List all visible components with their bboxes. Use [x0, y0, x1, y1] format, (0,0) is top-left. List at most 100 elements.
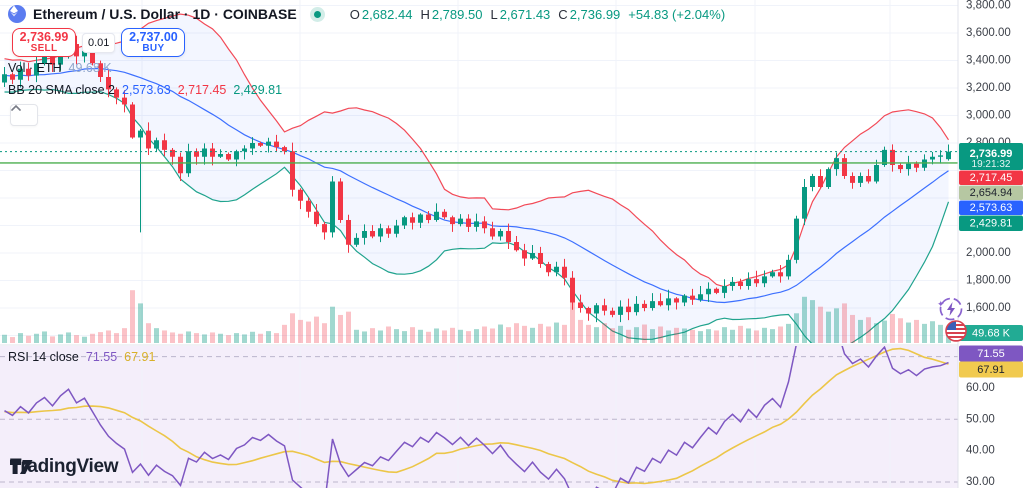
volume-bar — [314, 316, 319, 343]
volume-legend[interactable]: Vol · ETH 49.68 K — [8, 61, 112, 75]
low-value: 2,671.43 — [499, 6, 551, 22]
bb-basis-value: 2,573.63 — [122, 83, 171, 97]
buy-button[interactable]: 2,737.00 BUY — [121, 28, 186, 57]
tradingview-logo-text: TradingView — [10, 456, 119, 477]
candle-body — [338, 181, 343, 220]
candle-body — [650, 301, 655, 308]
volume-bar — [938, 324, 943, 343]
candle-body — [682, 295, 687, 303]
volume-bar — [826, 311, 831, 343]
volume-bar — [274, 333, 279, 343]
volume-bar — [290, 313, 295, 343]
rsi-ma-axis-label — [959, 361, 1023, 378]
candle-body — [826, 169, 831, 187]
candle-body — [506, 231, 511, 242]
candle-body — [378, 228, 383, 237]
candle-body — [90, 50, 95, 64]
candle-body — [282, 147, 287, 152]
volume-legend-value: 49.68 K — [68, 61, 112, 75]
candle-body — [266, 141, 271, 146]
rsi-legend[interactable]: RSI 14 close 71.55 67.91 — [8, 350, 155, 364]
volume-bar — [490, 328, 495, 343]
volume-bar — [410, 327, 415, 343]
rsi-legend-value: 71.55 — [85, 350, 118, 364]
candle-body — [410, 217, 415, 223]
spread-value: 0.01 — [82, 32, 116, 53]
rsi-pane-background — [0, 346, 958, 488]
hline-price-label-text: 2,654.94 — [970, 187, 1013, 199]
volume-bar — [482, 326, 487, 343]
volume-axis-label-text: 49.68 K — [972, 327, 1011, 339]
volume-bar — [658, 326, 663, 343]
volume-bar — [794, 313, 799, 343]
pane-collapse-button[interactable] — [10, 104, 38, 126]
symbol-title[interactable]: Ethereum / U.S. Dollar · 1D · COINBASE — [33, 6, 297, 22]
bb-legend-title: BB 20 SMA close 2 — [8, 83, 116, 97]
volume-bar — [74, 335, 79, 343]
volume-bar — [850, 314, 855, 343]
volume-bar — [2, 334, 7, 343]
candle-body — [866, 176, 871, 182]
candle-body — [818, 176, 823, 187]
bb-upper-value: 2,717.45 — [177, 83, 227, 97]
market-status-icon[interactable] — [313, 10, 321, 18]
volume-bar — [578, 319, 583, 343]
lightning-glyph — [947, 302, 955, 316]
volume-bar — [770, 329, 775, 343]
high-value: 2,789.50 — [431, 6, 483, 22]
volume-bar — [762, 327, 767, 343]
candle-body — [242, 148, 247, 152]
volume-bar — [466, 331, 471, 343]
volume-bar — [218, 333, 223, 343]
candle-body — [426, 214, 431, 220]
price-axis-column[interactable] — [958, 0, 1024, 488]
ohlc-readout: O 2,682.44 H 2,789.50 L 2,671.43 C 2,736.99 … — [349, 6, 726, 22]
bb-basis-label — [959, 200, 1023, 215]
volume-bar — [882, 320, 887, 343]
candle-body — [106, 77, 111, 90]
volume-bar — [810, 300, 815, 343]
volume-bar — [834, 308, 839, 343]
volume-bar — [106, 330, 111, 343]
volume-bar — [130, 290, 135, 343]
rsi-ma-axis-label-text: 67.91 — [977, 364, 1005, 376]
candle-body — [538, 253, 543, 264]
volume-bar — [714, 330, 719, 343]
volume-bar — [674, 327, 679, 343]
hline-price-label — [959, 185, 1023, 200]
bollinger-legend[interactable]: BB 20 SMA close 2 2,573.63 2,717.45 2,42… — [8, 83, 282, 97]
candle-body — [570, 277, 575, 303]
tradingview-logo[interactable]: TradingView — [10, 456, 119, 478]
candle-body — [562, 266, 567, 278]
candle-body — [898, 165, 903, 170]
candle-body — [130, 104, 135, 138]
sell-button[interactable]: 2,736.99 SELL — [12, 28, 76, 57]
candle-body — [714, 288, 719, 293]
us-economic-event-icon[interactable] — [946, 321, 966, 342]
candle-body — [882, 149, 887, 165]
candle-body — [786, 259, 791, 277]
boost-event-icon[interactable]: ✦ — [937, 297, 963, 321]
candle-body — [290, 151, 295, 190]
candle-body — [626, 306, 631, 313]
candle-body — [802, 187, 807, 219]
candle-body — [914, 163, 919, 168]
symbol-header: Ethereum / U.S. Dollar · 1D · COINBASE O… — [8, 5, 725, 23]
volume-bar — [802, 296, 807, 343]
candle-body — [706, 288, 711, 295]
volume-bar — [514, 323, 519, 343]
volume-bar — [234, 333, 239, 343]
rsi-layer — [4, 346, 949, 488]
candle-body — [402, 217, 407, 226]
volume-bar — [266, 331, 271, 343]
candle-body — [594, 305, 599, 314]
candle-body — [194, 151, 199, 157]
volume-bar — [546, 326, 551, 343]
volume-bar — [66, 332, 71, 343]
volume-bar — [386, 326, 391, 343]
candle-body — [746, 279, 751, 286]
volume-bar — [434, 328, 439, 343]
close-value: 2,736.99 — [569, 6, 621, 22]
